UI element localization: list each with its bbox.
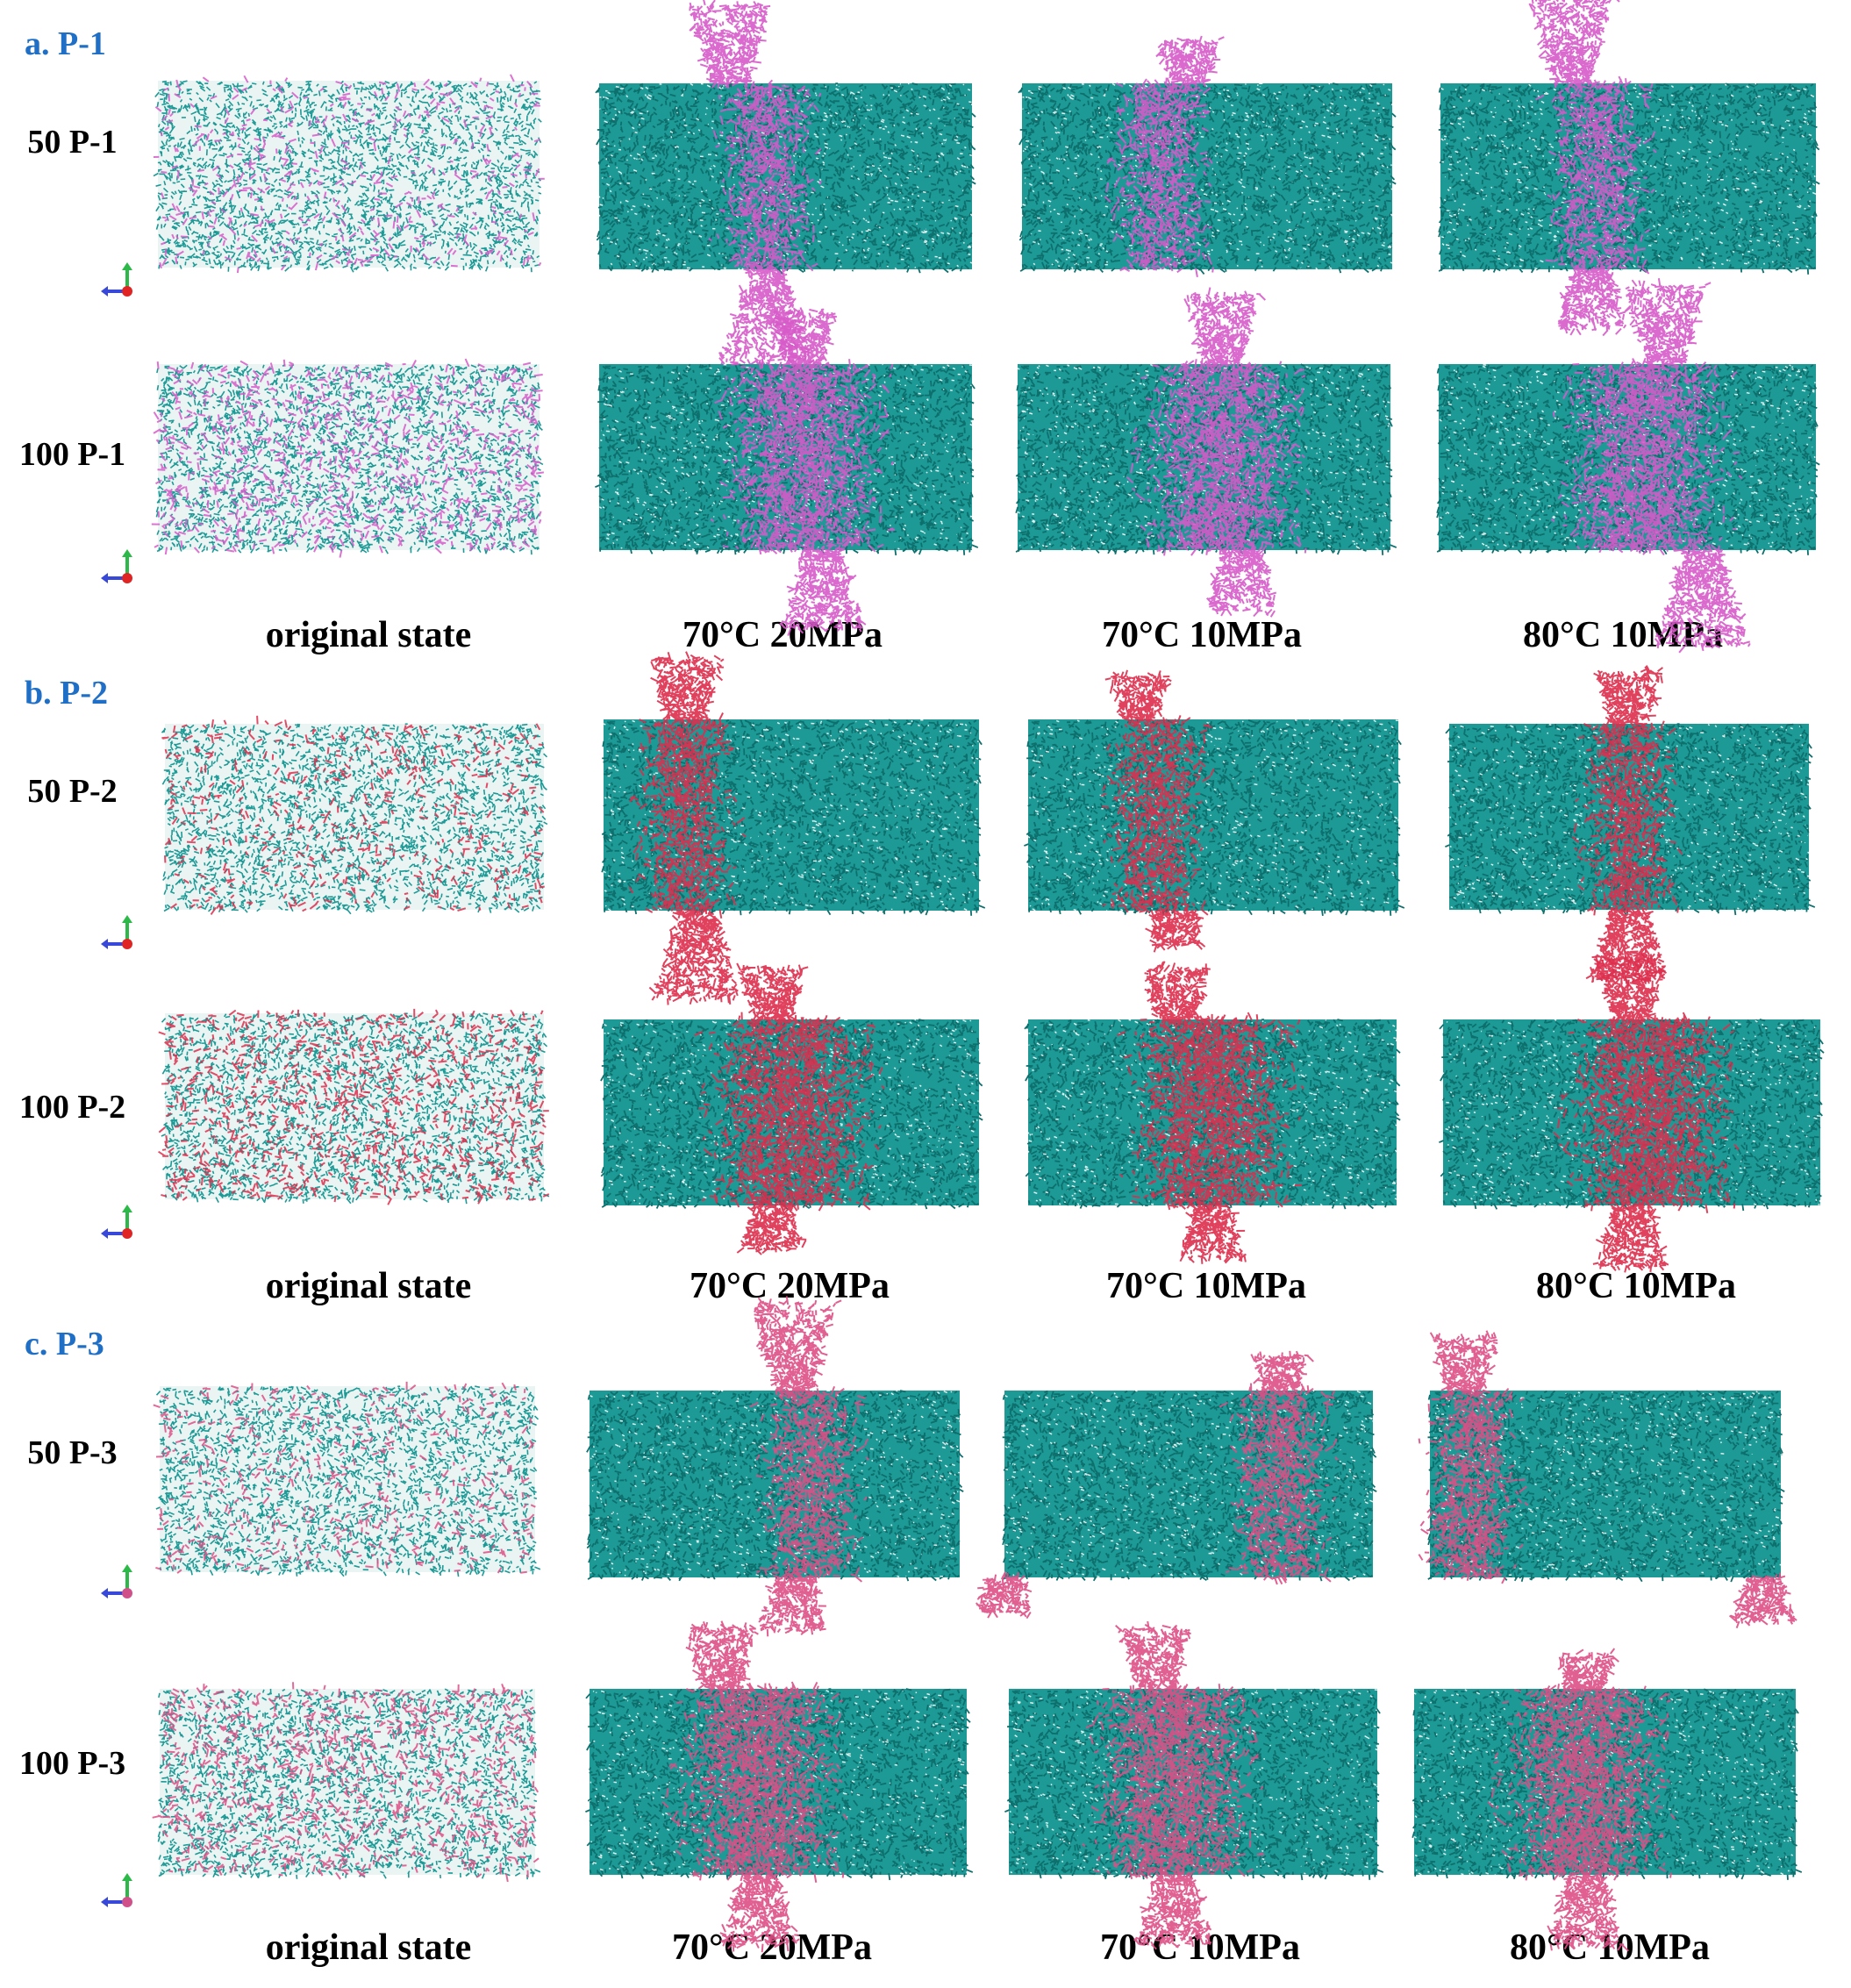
molecule-rendering	[586, 1296, 964, 1637]
row-label-50-p3: 50 P-3	[27, 1434, 118, 1471]
sim-panel-50-p-3-col2	[975, 1350, 1377, 1620]
sim-panel-50-p-1-col3	[1438, 0, 1820, 337]
col-label-70c-20mpa-c: 70°C 20MPa	[672, 1927, 872, 1968]
row-label-100-p1: 100 P-1	[18, 436, 126, 473]
sim-panel-100-p-3-col2	[1004, 1620, 1384, 1950]
molecule-rendering	[1438, 0, 1820, 337]
section-title-p1: a. P-1	[25, 25, 106, 62]
col-label-original-c: original state	[265, 1927, 472, 1968]
molecule-rendering	[595, 0, 976, 371]
sim-panel-50-p-1-col1	[595, 0, 976, 371]
molecule-rendering	[1445, 665, 1816, 987]
molecule-rendering	[1015, 287, 1397, 618]
molecule-rendering	[153, 1381, 541, 1577]
xyz-axis-icon	[101, 261, 139, 300]
molecule-rendering	[1018, 35, 1397, 277]
molecule-rendering	[595, 307, 979, 636]
row-label-50-p2: 50 P-2	[27, 773, 118, 810]
molecule-rendering	[1418, 1330, 1797, 1629]
col-label-70c-20mpa-b: 70°C 20MPa	[690, 1266, 890, 1306]
sim-panel-100-p-3-col1	[585, 1620, 974, 1953]
molecule-rendering	[153, 74, 545, 274]
col-label-80c-10mpa-a: 80°C 10MPa	[1523, 615, 1723, 655]
section-title-p3: c. P-3	[25, 1326, 104, 1362]
molecule-rendering	[975, 1350, 1377, 1620]
col-label-original-b: original state	[265, 1266, 472, 1306]
sim-panel-100-p-2-col3	[1439, 952, 1825, 1273]
molecule-rendering	[1411, 1648, 1803, 1952]
col-label-70c-10mpa-b: 70°C 10MPa	[1106, 1266, 1306, 1306]
molecule-rendering	[1436, 278, 1820, 654]
molecule-rendering	[600, 962, 983, 1255]
sim-panel-100-p-2-col2	[1024, 961, 1401, 1264]
sim-panel-50-p-1-col2	[1018, 35, 1397, 277]
molecule-rendering	[1024, 961, 1401, 1264]
molecule-rendering	[158, 1008, 550, 1205]
sim-panel-50-p-3-col1	[586, 1296, 964, 1637]
sim-panel-50-p-2-col1	[601, 651, 986, 1005]
row-label-50-p1: 50 P-1	[27, 124, 118, 161]
sim-panel-100-p-1-col2	[1015, 287, 1397, 618]
sim-panel-100-p-3-col3	[1411, 1648, 1803, 1952]
molecule-rendering	[1439, 952, 1825, 1273]
col-label-original-a: original state	[265, 615, 472, 655]
sim-panel-50-p-1-col0	[153, 74, 545, 274]
sim-panel-50-p-2-col2	[1024, 669, 1405, 953]
xyz-axis-icon	[101, 548, 139, 587]
sim-panel-100-p-2-col0	[158, 1008, 550, 1205]
xyz-axis-icon	[101, 1872, 139, 1911]
xyz-axis-icon	[101, 1563, 139, 1602]
sim-panel-100-p-1-col3	[1436, 278, 1820, 654]
sim-panel-100-p-2-col1	[600, 962, 983, 1255]
molecule-rendering	[151, 358, 545, 558]
sim-panel-100-p-3-col0	[152, 1682, 541, 1883]
sim-panel-50-p-3-col0	[153, 1381, 541, 1577]
molecule-rendering	[1024, 669, 1405, 953]
xyz-axis-icon	[101, 1204, 139, 1242]
row-label-100-p3: 100 P-3	[18, 1745, 126, 1782]
molecule-rendering	[161, 715, 548, 915]
molecule-rendering	[1004, 1620, 1384, 1950]
row-label-100-p2: 100 P-2	[18, 1089, 126, 1126]
sim-panel-50-p-2-col0	[161, 715, 548, 915]
molecule-rendering	[152, 1682, 541, 1883]
col-label-80c-10mpa-b: 80°C 10MPa	[1536, 1266, 1736, 1306]
sim-panel-100-p-1-col0	[151, 358, 545, 558]
sim-panel-100-p-1-col1	[595, 307, 979, 636]
col-label-70c-10mpa-a: 70°C 10MPa	[1102, 615, 1302, 655]
molecule-rendering	[601, 651, 986, 1005]
sim-panel-50-p-2-col3	[1445, 665, 1816, 987]
molecule-rendering	[585, 1620, 974, 1953]
xyz-axis-icon	[101, 914, 139, 953]
section-title-p2: b. P-2	[25, 675, 108, 712]
col-label-80c-10mpa-c: 80°C 10MPa	[1510, 1927, 1710, 1968]
sim-panel-50-p-3-col3	[1418, 1330, 1797, 1629]
